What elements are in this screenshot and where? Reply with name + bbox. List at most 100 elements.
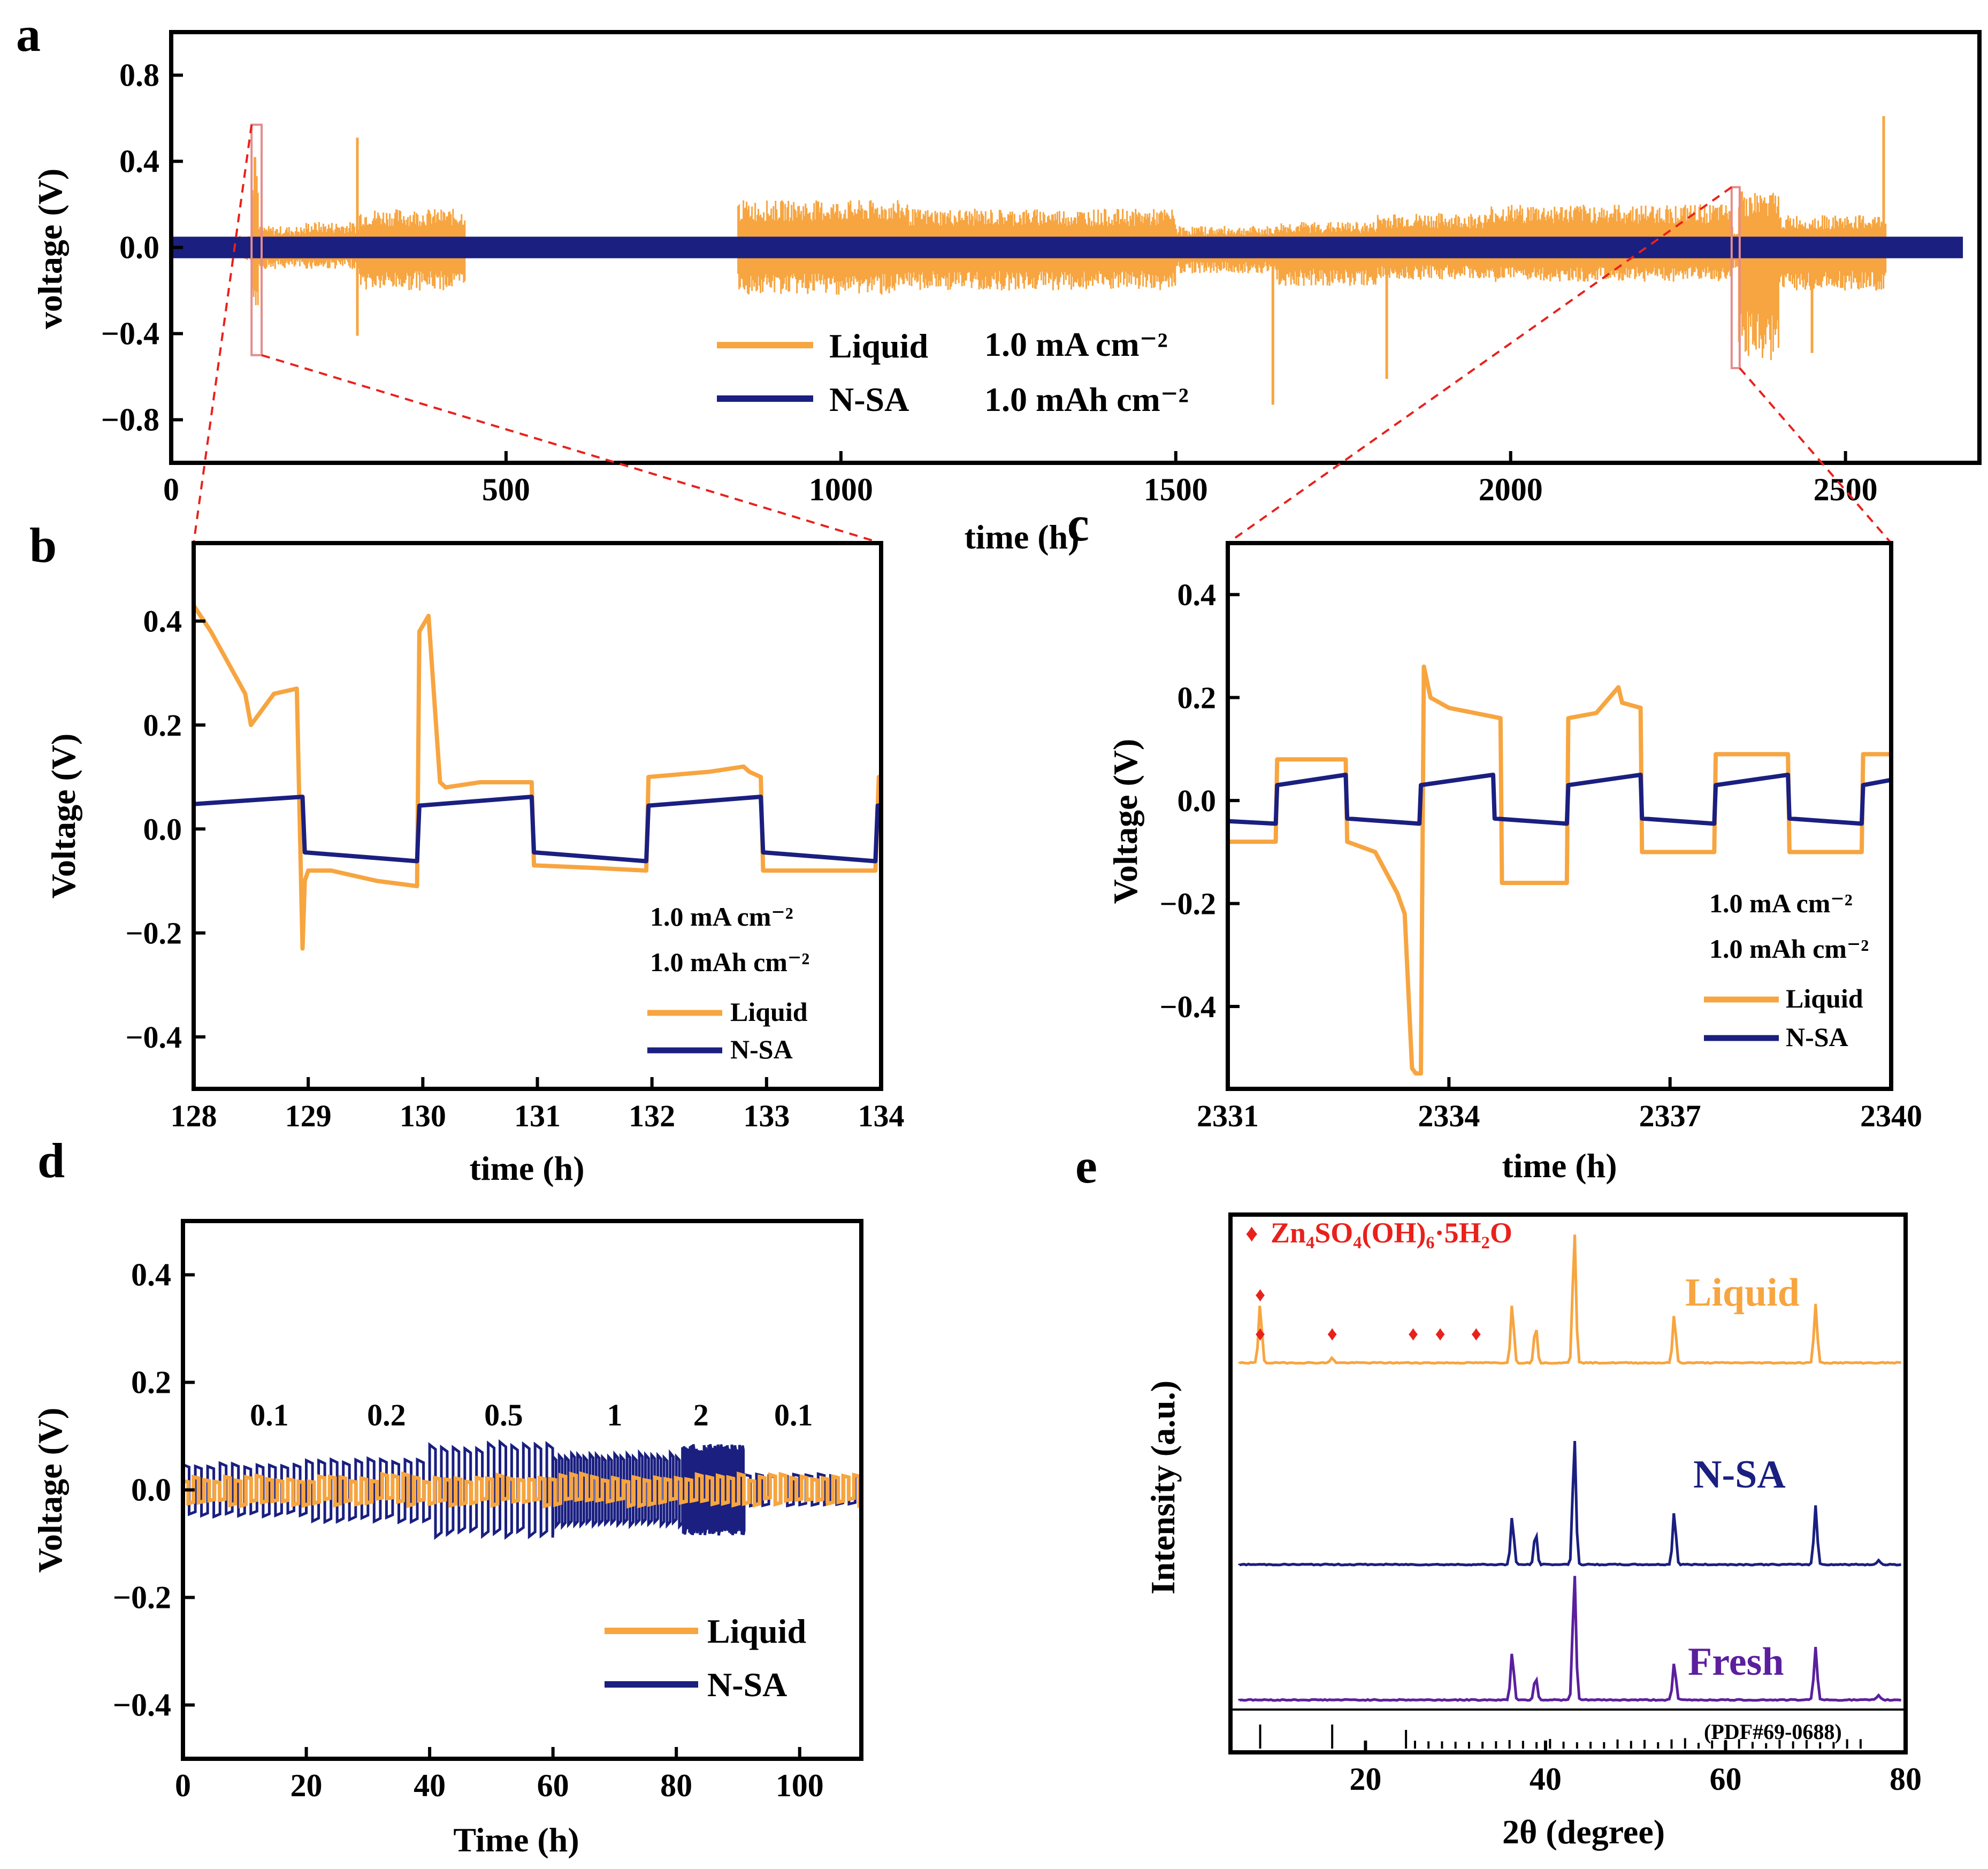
x-tick-label: 20 xyxy=(290,1768,323,1803)
panel-e-label-nsa: N-SA xyxy=(1693,1453,1786,1497)
series-liquid xyxy=(182,1471,863,1509)
panel-e-reference-label: (PDF#69-0688) xyxy=(1704,1720,1842,1744)
x-tick-label: 2331 xyxy=(1197,1098,1259,1133)
rate-label: 0.1 xyxy=(774,1398,813,1432)
panel-c-ylabel: Voltage (V) xyxy=(1106,739,1144,904)
rate-label: 0.1 xyxy=(250,1398,289,1432)
series-nsa xyxy=(1227,773,1892,826)
y-tick-label: 0.4 xyxy=(1177,577,1217,612)
x-tick-label: 0 xyxy=(175,1768,191,1803)
panel-b-legend-nsa: N-SA xyxy=(730,1034,793,1064)
x-tick-label: 2500 xyxy=(1814,472,1878,507)
panel-a-xlabel: time (h) xyxy=(964,518,1079,556)
x-tick-label: 133 xyxy=(743,1098,790,1133)
panel-d-plot-area xyxy=(182,1439,863,1540)
panel-b-ylabel: Voltage (V) xyxy=(44,734,82,899)
panel-e-frame xyxy=(1228,1212,1908,1754)
x-tick-label: 0 xyxy=(163,472,179,507)
panel-c-label: c xyxy=(1067,497,1089,551)
x-tick-label: 2340 xyxy=(1860,1098,1922,1133)
panel-b-ticks: 128 129 130 131 132 133 134 −0.4 −0.2 0.0 0.2 0.4 xyxy=(125,604,904,1133)
y-tick-label: 0.2 xyxy=(1177,681,1217,715)
series-nsa xyxy=(170,237,1963,258)
series-nsa xyxy=(193,795,881,864)
panel-d-ylabel: Voltage (V) xyxy=(31,1408,69,1573)
panel-d-ticks: 0 20 40 60 80 100 −0.4 −0.2 0.0 0.2 0.4 xyxy=(113,1257,824,1804)
panel-d-legend-nsa: N-SA xyxy=(707,1666,787,1704)
panel-b-plot-area xyxy=(192,604,881,951)
y-tick-label: −0.2 xyxy=(113,1580,171,1615)
x-tick-label: 134 xyxy=(858,1098,905,1133)
y-tick-label: −0.2 xyxy=(125,916,182,951)
y-tick-label: 0.4 xyxy=(119,144,159,179)
panel-e-label: e xyxy=(1075,1139,1097,1193)
x-tick-label: 80 xyxy=(1890,1761,1922,1797)
y-tick-label: −0.4 xyxy=(1159,989,1216,1024)
panel-b-condition-current: 1.0 mA cm⁻² xyxy=(650,902,793,932)
panel-e-chart: ♦ ♦ ♦ ♦ ♦ ♦ 20 40 60 80 Intensity (a.u.) 2θ (deg… xyxy=(1144,1212,1922,1851)
x-tick-label: 80 xyxy=(660,1768,692,1803)
panel-b-xlabel: time (h) xyxy=(469,1149,584,1187)
panel-d-rate-labels: 0.1 0.2 0.5 1 2 0.1 xyxy=(250,1398,813,1432)
y-tick-label: 0.0 xyxy=(143,812,182,846)
rate-label: 1 xyxy=(607,1398,622,1432)
zoom-connector-line xyxy=(1227,186,1732,544)
rate-label: 0.2 xyxy=(367,1398,406,1432)
panel-d-xlabel: Time (h) xyxy=(453,1821,579,1859)
panel-c-plot-area xyxy=(1227,664,1892,1076)
y-tick-label: −0.4 xyxy=(101,316,159,352)
x-tick-label: 132 xyxy=(629,1098,675,1133)
panel-d-legend-liquid: Liquid xyxy=(707,1612,806,1650)
phase-marker: ♦ xyxy=(1255,1284,1265,1306)
zoom-box-2 xyxy=(1730,186,1741,369)
rate-label: 0.5 xyxy=(484,1398,523,1432)
panel-c-condition-current: 1.0 mA cm⁻² xyxy=(1709,888,1853,918)
x-tick-label: 129 xyxy=(285,1098,332,1133)
panel-a-plot-area xyxy=(170,116,1963,405)
panel-b-label: b xyxy=(29,518,57,573)
panel-e-ylabel: Intensity (a.u.) xyxy=(1144,1380,1182,1595)
y-tick-label: −0.8 xyxy=(101,402,159,438)
panel-b-chart: 128 129 130 131 132 133 134 −0.4 −0.2 0.0 0.2 0.4 V… xyxy=(44,541,905,1187)
y-tick-label: 0.8 xyxy=(119,58,159,93)
x-tick-label: 1500 xyxy=(1144,472,1208,507)
panel-c-frame xyxy=(1226,541,1893,1091)
x-tick-label: 20 xyxy=(1349,1761,1381,1797)
panel-a-ticks: 0 500 1000 1500 2000 2500 −0.8 −0.4 0.0 0.4 0.8 xyxy=(101,58,1878,508)
panel-e-ticks: 20 40 60 80 xyxy=(1349,1741,1922,1797)
panel-a-legend-liquid: Liquid xyxy=(829,327,928,365)
y-tick-label: 0.4 xyxy=(131,1257,171,1293)
phase-marker: ♦ xyxy=(1435,1323,1445,1345)
y-tick-label: 0.2 xyxy=(143,708,182,743)
x-tick-label: 131 xyxy=(514,1098,561,1133)
y-tick-label: −0.4 xyxy=(113,1688,171,1723)
y-tick-label: 0.4 xyxy=(143,604,182,639)
panel-a-label: a xyxy=(16,7,41,62)
panel-a-condition-current: 1.0 mA cm⁻² xyxy=(984,325,1168,363)
panel-a-chart: 0 500 1000 1500 2000 2500 −0.8 −0.4 0.0 0.4 0.8 vo… xyxy=(31,30,1982,556)
y-tick-label: −0.4 xyxy=(125,1020,182,1055)
panel-d-chart: 0 20 40 60 80 100 −0.4 −0.2 0.0 0.2 0.4 0.1 0.2 0.5 1… xyxy=(31,1219,863,1859)
phase-marker: ♦ xyxy=(1471,1323,1481,1345)
y-tick-label: 0.0 xyxy=(1177,783,1217,818)
series-liquid xyxy=(1228,664,1891,1076)
x-tick-label: 128 xyxy=(171,1098,217,1133)
x-tick-label: 100 xyxy=(776,1768,824,1803)
panel-a-ylabel: voltage (V) xyxy=(31,169,69,329)
y-tick-label: 0.2 xyxy=(131,1365,171,1400)
panel-c-ticks: 2331 2334 2337 2340 −0.4 −0.2 0.0 0.2 0.4 xyxy=(1159,577,1922,1133)
y-tick-label: 0.0 xyxy=(119,230,159,265)
panel-e-phase-legend: Zn₄SO₄(OH)₆·5H₂O xyxy=(1271,1217,1512,1249)
x-tick-label: 2000 xyxy=(1479,472,1543,507)
xrd-fresh xyxy=(1238,1576,1901,1702)
y-tick-label: 0.0 xyxy=(131,1473,171,1508)
xrd-liquid xyxy=(1238,1234,1902,1365)
panel-e-label-fresh: Fresh xyxy=(1688,1640,1784,1684)
panel-c-chart: 2331 2334 2337 2340 −0.4 −0.2 0.0 0.2 0.4 Voltag… xyxy=(1106,541,1922,1185)
series-liquid xyxy=(192,604,881,951)
panel-e-xlabel: 2θ (degree) xyxy=(1502,1813,1665,1851)
panel-b-condition-capacity: 1.0 mAh cm⁻² xyxy=(650,947,809,977)
zoom-connector-line xyxy=(1739,367,1892,544)
zoom-box-1 xyxy=(250,124,263,356)
